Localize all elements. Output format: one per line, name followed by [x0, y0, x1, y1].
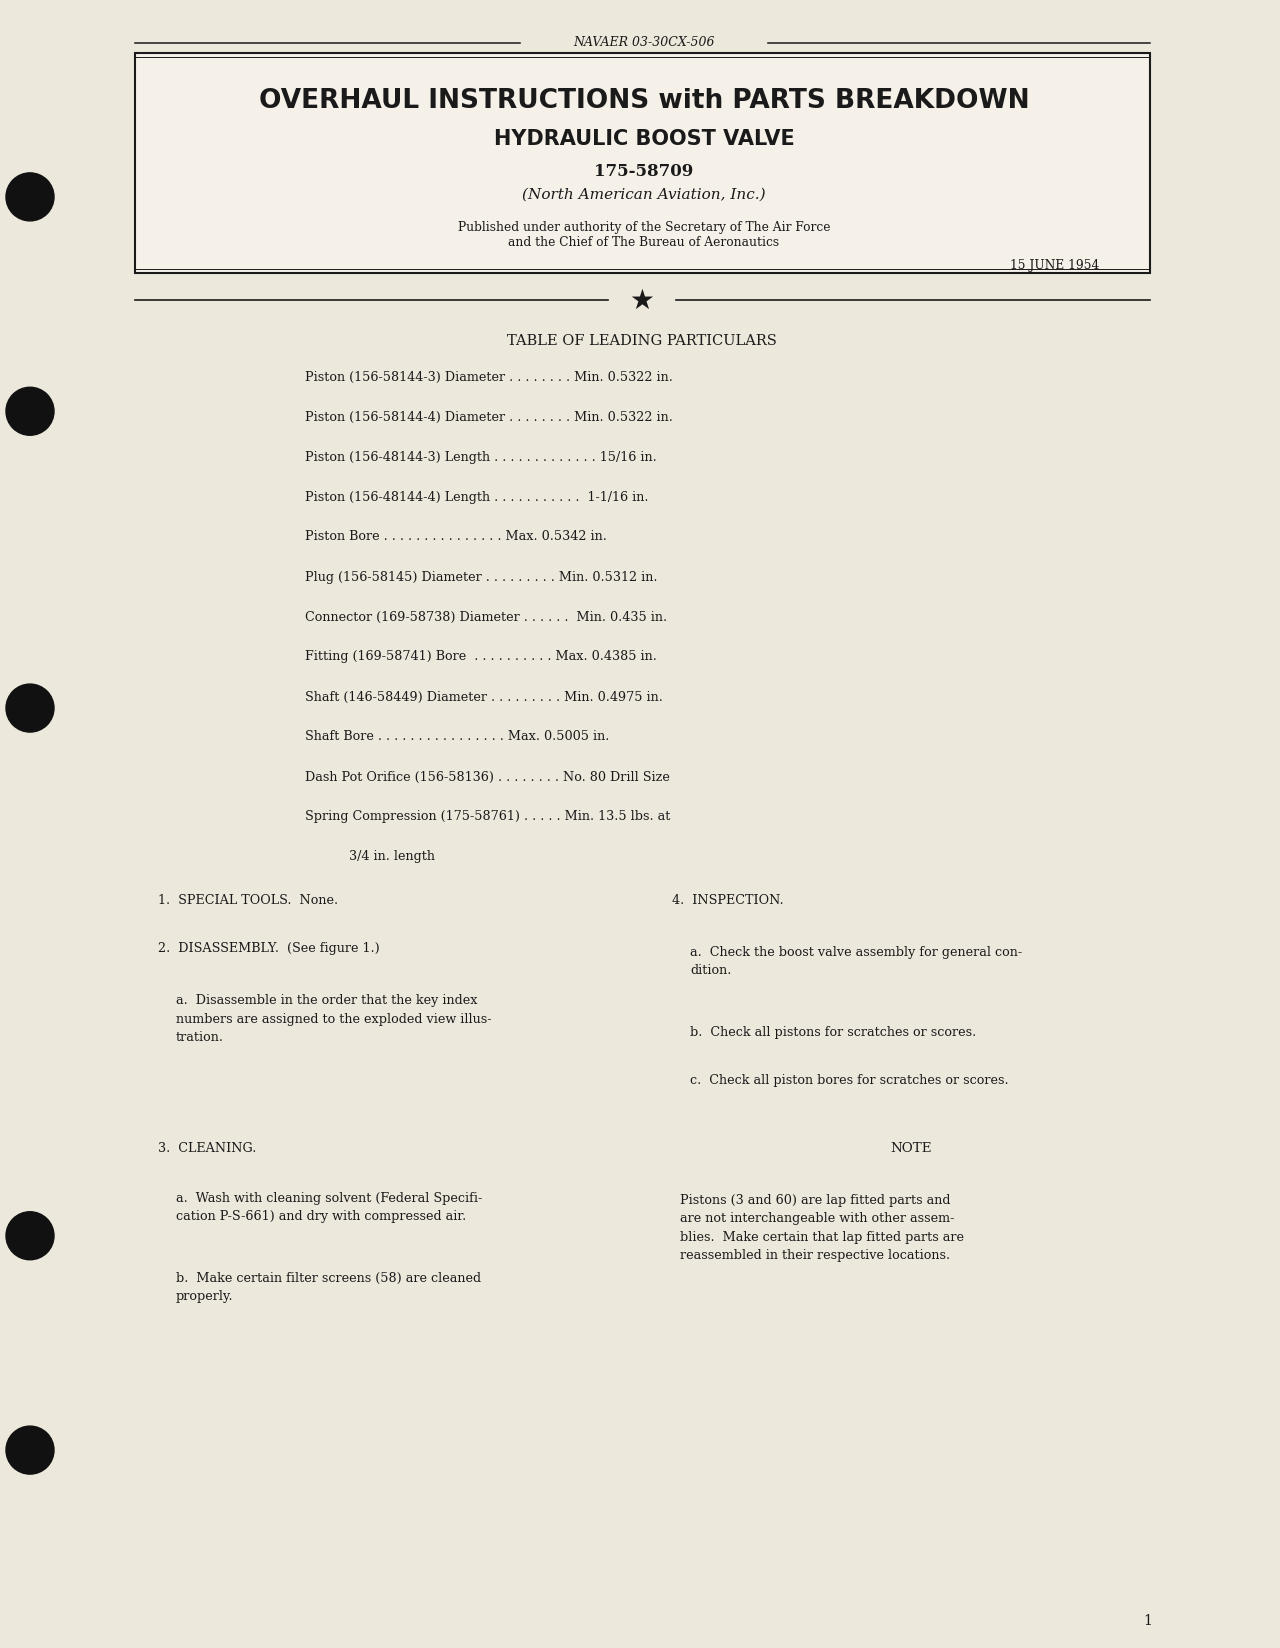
Text: ★: ★ [630, 287, 654, 315]
Text: Piston Bore . . . . . . . . . . . . . . . Max. 0.5342 in.: Piston Bore . . . . . . . . . . . . . . … [305, 531, 607, 544]
Text: Shaft Bore . . . . . . . . . . . . . . . . Max. 0.5005 in.: Shaft Bore . . . . . . . . . . . . . . .… [305, 730, 609, 743]
Text: NAVAER 03-30CX-506: NAVAER 03-30CX-506 [573, 36, 714, 49]
Text: Dash Pot Orifice (156-58136) . . . . . . . . No. 80 Drill Size: Dash Pot Orifice (156-58136) . . . . . .… [305, 770, 669, 783]
Text: Fitting (169-58741) Bore  . . . . . . . . . . Max. 0.4385 in.: Fitting (169-58741) Bore . . . . . . . .… [305, 649, 657, 662]
Text: 3.  CLEANING.: 3. CLEANING. [157, 1142, 256, 1154]
Text: Piston (156-58144-4) Diameter . . . . . . . . Min. 0.5322 in.: Piston (156-58144-4) Diameter . . . . . … [305, 410, 673, 424]
Circle shape [6, 1426, 54, 1475]
FancyBboxPatch shape [134, 54, 1149, 274]
Circle shape [6, 1211, 54, 1261]
Text: Plug (156-58145) Diameter . . . . . . . . . Min. 0.5312 in.: Plug (156-58145) Diameter . . . . . . . … [305, 570, 658, 583]
Text: a.  Check the boost valve assembly for general con-
dition.: a. Check the boost valve assembly for ge… [690, 946, 1023, 977]
Text: Pistons (3 and 60) are lap fitted parts and
are not interchangeable with other a: Pistons (3 and 60) are lap fitted parts … [680, 1193, 964, 1262]
Text: b.  Make certain filter screens (58) are cleaned
properly.: b. Make certain filter screens (58) are … [177, 1271, 481, 1302]
Text: HYDRAULIC BOOST VALVE: HYDRAULIC BOOST VALVE [494, 129, 795, 148]
Text: 3/4 in. length: 3/4 in. length [305, 850, 435, 864]
Text: 4.  INSPECTION.: 4. INSPECTION. [672, 893, 783, 906]
Text: Piston (156-48144-3) Length . . . . . . . . . . . . . 15/16 in.: Piston (156-48144-3) Length . . . . . . … [305, 450, 657, 463]
Text: NOTE: NOTE [890, 1142, 932, 1154]
Text: a.  Disassemble in the order that the key index
numbers are assigned to the expl: a. Disassemble in the order that the key… [177, 994, 492, 1043]
Text: OVERHAUL INSTRUCTIONS with PARTS BREAKDOWN: OVERHAUL INSTRUCTIONS with PARTS BREAKDO… [259, 87, 1029, 114]
Text: 175-58709: 175-58709 [594, 163, 694, 180]
Text: a.  Wash with cleaning solvent (Federal Specifi-
cation P-S-661) and dry with co: a. Wash with cleaning solvent (Federal S… [177, 1192, 483, 1223]
Circle shape [6, 684, 54, 733]
Text: 1.  SPECIAL TOOLS.  None.: 1. SPECIAL TOOLS. None. [157, 893, 338, 906]
Circle shape [6, 173, 54, 222]
Text: Piston (156-58144-3) Diameter . . . . . . . . Min. 0.5322 in.: Piston (156-58144-3) Diameter . . . . . … [305, 371, 673, 384]
Text: b.  Check all pistons for scratches or scores.: b. Check all pistons for scratches or sc… [690, 1025, 977, 1038]
Text: Spring Compression (175-58761) . . . . . Min. 13.5 lbs. at: Spring Compression (175-58761) . . . . .… [305, 811, 671, 822]
Text: Connector (169-58738) Diameter . . . . . .  Min. 0.435 in.: Connector (169-58738) Diameter . . . . .… [305, 610, 667, 623]
Text: TABLE OF LEADING PARTICULARS: TABLE OF LEADING PARTICULARS [507, 335, 777, 348]
Text: Piston (156-48144-4) Length . . . . . . . . . . .  1-1/16 in.: Piston (156-48144-4) Length . . . . . . … [305, 489, 649, 503]
Text: 1: 1 [1143, 1613, 1152, 1627]
Text: Shaft (146-58449) Diameter . . . . . . . . . Min. 0.4975 in.: Shaft (146-58449) Diameter . . . . . . .… [305, 691, 663, 704]
Text: Published under authority of the Secretary of The Air Force: Published under authority of the Secreta… [458, 221, 831, 234]
Text: and the Chief of The Bureau of Aeronautics: and the Chief of The Bureau of Aeronauti… [508, 236, 780, 249]
Circle shape [6, 387, 54, 437]
Text: c.  Check all piston bores for scratches or scores.: c. Check all piston bores for scratches … [690, 1073, 1009, 1086]
Text: 15 JUNE 1954: 15 JUNE 1954 [1010, 259, 1100, 272]
Text: 2.  DISASSEMBLY.  (See figure 1.): 2. DISASSEMBLY. (See figure 1.) [157, 941, 380, 954]
Text: (North American Aviation, Inc.): (North American Aviation, Inc.) [522, 188, 765, 201]
